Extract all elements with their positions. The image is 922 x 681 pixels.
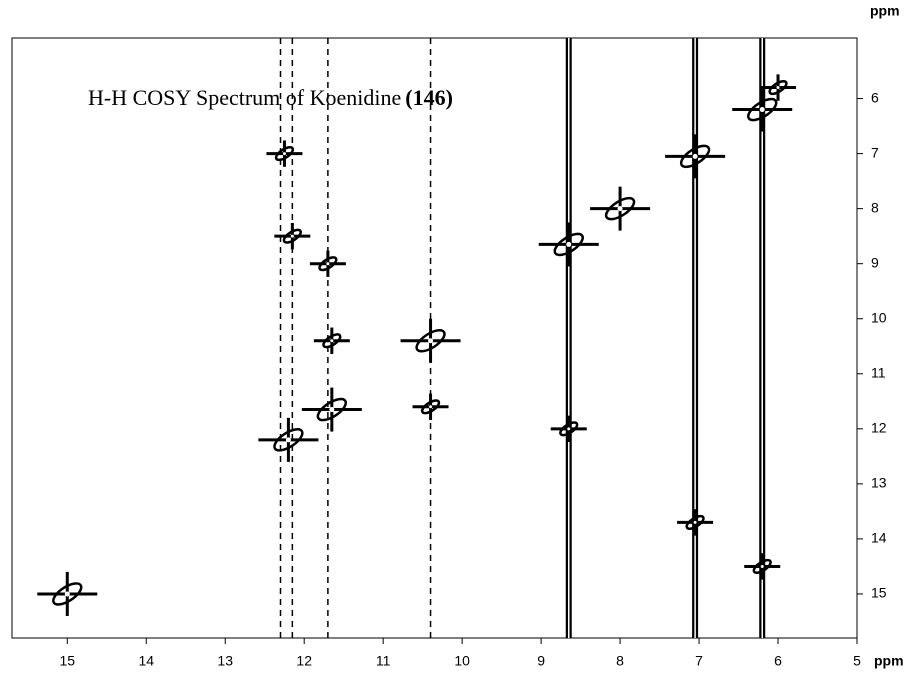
- peak-center: [64, 591, 70, 597]
- y-tick-label: 14: [871, 530, 887, 546]
- peak-center: [566, 241, 572, 247]
- x-tick-label: 12: [296, 653, 312, 669]
- peak-contour: [274, 146, 295, 162]
- peak: [550, 415, 587, 443]
- peak: [732, 87, 793, 132]
- peak-contour: [604, 196, 636, 221]
- peak: [665, 134, 726, 179]
- peak: [760, 74, 797, 101]
- peak: [309, 250, 346, 277]
- title-main: H-H COSY Spectrum of Koenidine: [88, 85, 401, 110]
- plot-frame: [11, 37, 858, 639]
- chart-title: H-H COSY Spectrum of Koenidine (146): [88, 85, 453, 110]
- y-tick-label: 12: [871, 420, 887, 436]
- y-tick-label: 13: [871, 475, 887, 491]
- peak-center: [567, 427, 571, 431]
- y-tick-label: 8: [871, 199, 879, 215]
- peak: [274, 222, 311, 250]
- peak-center: [330, 339, 334, 343]
- peak-contour: [52, 582, 83, 606]
- peak-contour: [679, 144, 711, 169]
- x-tick-label: 7: [695, 653, 703, 669]
- peak: [590, 186, 651, 231]
- y-tick-label: 6: [871, 89, 879, 105]
- plot-area: [37, 38, 797, 638]
- peak-contour: [420, 399, 441, 415]
- peak-contour: [553, 232, 584, 257]
- peak-contour: [559, 421, 579, 437]
- peak-center: [282, 152, 286, 156]
- peak: [412, 393, 449, 421]
- x-tick-label: 13: [217, 653, 233, 669]
- peak: [301, 387, 362, 432]
- peak-contour: [685, 514, 705, 530]
- peak-center: [759, 107, 765, 113]
- peak-contour: [318, 256, 338, 272]
- peak-contour: [282, 228, 302, 244]
- peak-center: [617, 206, 623, 212]
- peak: [313, 327, 350, 354]
- peak: [538, 222, 599, 267]
- peak-contour: [752, 558, 772, 574]
- x-tick-label: 9: [537, 653, 545, 669]
- peak: [400, 318, 461, 363]
- y-axis-label: ppm: [870, 3, 900, 19]
- x-tick-label: 14: [138, 653, 154, 669]
- peak: [37, 571, 98, 616]
- peak-contour: [747, 97, 778, 122]
- peak-center: [692, 153, 698, 159]
- y-tick-label: 15: [871, 585, 887, 601]
- peak-contour: [322, 333, 342, 349]
- x-tick-label: 11: [376, 653, 391, 669]
- x-tick-label: 6: [774, 653, 782, 669]
- peak: [744, 553, 781, 580]
- peak-center: [285, 437, 291, 443]
- x-tick-label: 5: [853, 653, 861, 669]
- peak-contour: [273, 428, 304, 452]
- y-tick-label: 10: [871, 309, 887, 325]
- x-tick-label: 8: [616, 653, 624, 669]
- y-tick-label: 9: [871, 254, 879, 270]
- peak-center: [693, 520, 697, 524]
- peak: [266, 140, 303, 167]
- peak-contour: [768, 79, 788, 96]
- peak-center: [329, 407, 335, 413]
- peak-center: [428, 338, 434, 344]
- x-tick-label: 10: [454, 653, 470, 669]
- peak: [258, 417, 319, 462]
- peak: [677, 509, 714, 536]
- peak-center: [776, 86, 780, 90]
- y-tick-label: 11: [871, 364, 886, 380]
- peak-center: [290, 234, 294, 238]
- y-tick-label: 7: [871, 144, 879, 160]
- title-suffix: (146): [405, 85, 453, 110]
- peak-center: [429, 405, 433, 409]
- peak-center: [326, 262, 330, 266]
- peak-contour: [316, 397, 348, 422]
- peak-center: [760, 564, 764, 568]
- x-tick-label: 15: [59, 653, 75, 669]
- peak-contour: [415, 328, 446, 353]
- x-axis-label: ppm: [874, 653, 904, 669]
